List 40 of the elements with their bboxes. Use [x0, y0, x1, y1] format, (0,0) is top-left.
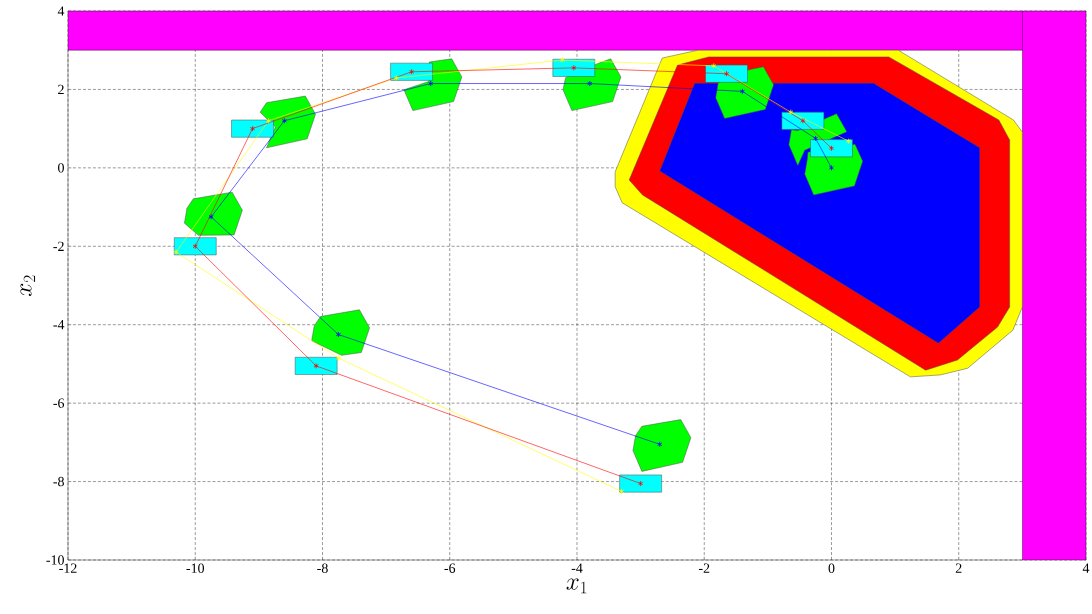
- point: [813, 135, 819, 142]
- point: [559, 57, 565, 63]
- point: [173, 249, 179, 256]
- point: [587, 80, 593, 87]
- x-tick-label: 0: [828, 563, 835, 573]
- point: [409, 68, 415, 75]
- y-tick-label: -6: [53, 398, 65, 408]
- x-tick-label: -8: [317, 563, 328, 573]
- point: [711, 63, 717, 69]
- point: [265, 117, 271, 124]
- point: [428, 80, 434, 87]
- y-tick-label: -2: [53, 241, 64, 251]
- point: [335, 331, 341, 338]
- point: [208, 213, 214, 220]
- point: [800, 117, 806, 124]
- x-tick-label: -6: [444, 563, 456, 573]
- x-tick-label: -2: [698, 563, 710, 573]
- point: [281, 117, 287, 124]
- y-tick-label: 4: [57, 6, 65, 16]
- point: [723, 70, 730, 77]
- x-axis-title: $x_1$: [566, 578, 587, 594]
- point: [249, 125, 256, 132]
- y-tick-label: 0: [58, 163, 64, 173]
- x-tick-label: -10: [186, 563, 205, 573]
- y-axis-title: $x_2$: [20, 275, 36, 296]
- x-tick-label: -12: [59, 563, 77, 573]
- y-tick-label: -8: [53, 476, 64, 487]
- x-tick-label: -4: [571, 563, 583, 573]
- point: [739, 88, 745, 95]
- y-tick-label: 2: [58, 84, 64, 95]
- point: [313, 362, 319, 369]
- x-tick-label: 2: [955, 563, 962, 573]
- y-tick-label: -10: [46, 555, 64, 565]
- y-tick-label: -4: [53, 320, 65, 330]
- x-tick-label: 4: [1082, 563, 1090, 573]
- point: [571, 64, 577, 71]
- point: [192, 243, 198, 250]
- point: [335, 355, 341, 361]
- point: [788, 109, 794, 116]
- point: [393, 75, 399, 81]
